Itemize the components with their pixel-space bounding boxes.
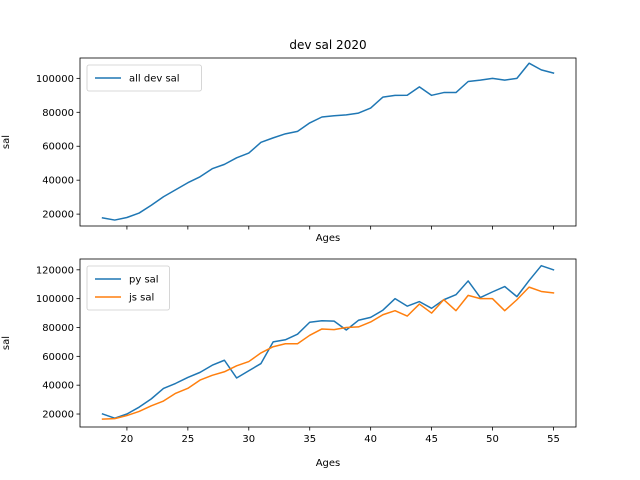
bottom-legend: py sal js sal xyxy=(86,265,170,311)
top-y-axis-label: sal xyxy=(1,135,12,149)
top-legend-box xyxy=(86,64,202,92)
bottom-y-tick-label: 120000 xyxy=(36,265,74,276)
bottom-x-axis-label: Ages xyxy=(316,458,341,469)
top-chart-title: dev sal 2020 xyxy=(289,38,366,52)
bottom-legend-label: py sal xyxy=(129,275,159,286)
bottom-y-tick-label: 60000 xyxy=(42,352,74,363)
bottom-y-axis-label: sal xyxy=(1,336,12,350)
bottom-y-tick-label: 40000 xyxy=(42,381,74,392)
bottom-legend-label: js sal xyxy=(128,293,154,304)
bottom-x-tick-label: 20 xyxy=(121,434,134,445)
top-y-tick-label: 40000 xyxy=(42,176,74,187)
top-plot-marks xyxy=(101,62,555,221)
bottom-x-tick-label: 55 xyxy=(547,434,560,445)
bottom-x-tick-label: 30 xyxy=(242,434,255,445)
bottom-plot-marks xyxy=(101,264,555,420)
bottom-y-tick-label: 20000 xyxy=(42,410,74,421)
bottom-subplot: 20000 40000 60000 80000 100000 120000 20 25 30 3… xyxy=(1,258,577,469)
top-y-tick-label: 20000 xyxy=(42,210,74,221)
bottom-x-tick-label: 40 xyxy=(364,434,377,445)
bottom-axes-frame xyxy=(79,258,577,428)
bottom-x-tick-label: 25 xyxy=(181,434,194,445)
bottom-x-tick-label: 45 xyxy=(425,434,438,445)
bottom-x-tick-label: 50 xyxy=(486,434,499,445)
bottom-series-line-js-sal xyxy=(101,286,555,420)
top-y-tick-label: 60000 xyxy=(42,142,74,153)
top-x-ticks xyxy=(126,226,554,230)
bottom-y-tick-label: 100000 xyxy=(36,294,74,305)
top-legend: all dev sal xyxy=(86,64,202,92)
bottom-y-tick-label: 80000 xyxy=(42,323,74,334)
top-y-ticks: 20000 40000 60000 80000 100000 xyxy=(36,74,80,221)
bottom-legend-box xyxy=(86,265,170,311)
top-y-tick-label: 100000 xyxy=(36,74,74,85)
top-subplot: dev sal 2020 20000400006000080000100000 … xyxy=(1,38,577,244)
bottom-y-ticks: 20000 40000 60000 80000 100000 120000 xyxy=(36,265,80,421)
bottom-x-ticks: 20 25 30 35 40 45 50 55 xyxy=(121,427,560,445)
top-series-line-all-dev-sal xyxy=(101,62,555,221)
top-y-tick-label: 80000 xyxy=(42,108,74,119)
top-legend-label: all dev sal xyxy=(129,74,180,85)
bottom-x-tick-label: 35 xyxy=(303,434,316,445)
top-x-axis-label: Ages xyxy=(316,233,341,244)
bottom-series-line-py-sal xyxy=(101,264,555,419)
top-axes-frame xyxy=(79,57,577,227)
